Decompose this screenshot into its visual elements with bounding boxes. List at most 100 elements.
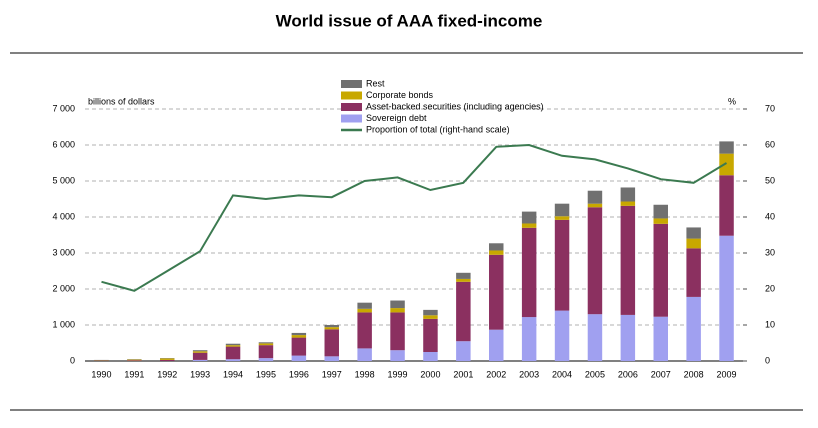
x-tick-label: 1998 — [355, 369, 375, 379]
bar-segment — [390, 312, 405, 351]
proportion-line — [101, 143, 728, 292]
bar-segment — [587, 314, 603, 361]
bar-segment — [291, 337, 307, 356]
bar-segment — [225, 359, 241, 361]
y2-tick-label: 0 — [765, 355, 770, 365]
y-tick-label: 1 000 — [52, 319, 75, 329]
x-tick-label: 1997 — [322, 369, 342, 379]
legend-label: Rest — [366, 78, 385, 88]
x-tick-label: 1992 — [157, 369, 177, 379]
bar-segment — [653, 204, 668, 219]
bar-segment — [554, 216, 570, 220]
bar-segment — [587, 190, 603, 204]
bar-segment — [324, 327, 339, 330]
bar-segment — [291, 355, 307, 361]
y2-tick-label: 60 — [765, 139, 775, 149]
bar-segment — [324, 325, 339, 328]
bar-segment — [423, 315, 438, 319]
bar-segment — [160, 359, 175, 361]
bar-segment — [127, 360, 142, 361]
x-tick-label: 2003 — [519, 369, 539, 379]
x-tick-label: 2009 — [717, 369, 737, 379]
bar-segment — [160, 358, 175, 360]
y-axis-label: billions of dollars — [88, 96, 155, 106]
legend-swatch — [341, 91, 362, 100]
chart-title: World issue of AAA fixed-income — [276, 11, 543, 30]
bar-segment — [587, 203, 603, 208]
bar-segment — [521, 317, 537, 361]
bar-segment — [489, 250, 504, 255]
bar-segment — [192, 352, 208, 360]
bar-segment — [521, 223, 537, 228]
x-tick-label: 1991 — [124, 369, 144, 379]
bar-segment — [225, 346, 241, 360]
legend-label: Sovereign debt — [366, 113, 427, 123]
legend-swatch — [341, 103, 362, 111]
x-tick-label: 2002 — [486, 369, 506, 379]
bar-segment — [719, 235, 734, 361]
y2-tick-label: 70 — [765, 103, 775, 113]
x-tick-label: 2007 — [651, 369, 671, 379]
bar-segment — [225, 345, 241, 347]
bar-segment — [324, 329, 339, 357]
bar-segment — [456, 272, 471, 279]
bar-segment — [423, 318, 438, 352]
legend-label: Asset-backed securities (including agenc… — [366, 101, 544, 111]
bar-segment — [423, 309, 438, 316]
bar-segment — [192, 359, 208, 361]
bar-segment — [423, 352, 438, 361]
bar-segment — [489, 329, 504, 361]
bar-segment — [620, 201, 636, 206]
bar-segment — [225, 343, 241, 346]
bar-segment — [620, 187, 636, 202]
bar-segment — [653, 316, 668, 361]
y-tick-label: 0 — [70, 355, 75, 365]
y-tick-label: 7 000 — [52, 103, 75, 113]
x-tick-label: 1993 — [190, 369, 210, 379]
y-tick-label: 3 000 — [52, 247, 75, 257]
bar-segment — [291, 335, 307, 338]
y2-tick-label: 30 — [765, 247, 775, 257]
bar-segment — [357, 302, 372, 309]
y2-axis-label: % — [728, 96, 736, 106]
bar-segment — [686, 296, 701, 361]
x-tick-label: 2001 — [453, 369, 473, 379]
bar-segment — [456, 341, 471, 361]
x-tick-label: 2004 — [552, 369, 572, 379]
bar-segment — [686, 227, 701, 239]
y2-tick-label: 10 — [765, 319, 775, 329]
bar-segment — [489, 254, 504, 330]
bar-segment — [653, 218, 668, 224]
y2-tick-label: 40 — [765, 211, 775, 221]
bar-segment — [554, 219, 570, 311]
x-tick-label: 1994 — [223, 369, 243, 379]
x-tick-label: 1990 — [91, 369, 111, 379]
bar-segment — [554, 203, 570, 217]
bar-segment — [258, 358, 274, 361]
bar-segment — [620, 314, 636, 361]
legend-label: Corporate bonds — [366, 90, 434, 100]
bar-segment — [719, 175, 734, 236]
bar-segment — [456, 278, 471, 282]
bar-segment — [390, 308, 405, 313]
bar-segment — [324, 356, 339, 361]
bar-segment — [192, 351, 208, 353]
x-tick-label: 1999 — [388, 369, 408, 379]
bar-segment — [719, 141, 734, 154]
bar-segment — [127, 359, 142, 361]
bar-segment — [587, 207, 603, 315]
bar-segment — [390, 350, 405, 361]
bar-segment — [489, 243, 504, 251]
legend-swatch — [341, 80, 362, 88]
bar-segment — [686, 238, 701, 249]
bar-segment — [192, 350, 208, 352]
y-tick-label: 2 000 — [52, 283, 75, 293]
bar-segment — [357, 348, 372, 361]
y-tick-label: 4 000 — [52, 211, 75, 221]
x-tick-label: 2005 — [585, 369, 605, 379]
bar-segment — [390, 300, 405, 309]
bar-segment — [258, 342, 274, 344]
bar-segment — [357, 312, 372, 349]
bar-segment — [258, 345, 274, 359]
